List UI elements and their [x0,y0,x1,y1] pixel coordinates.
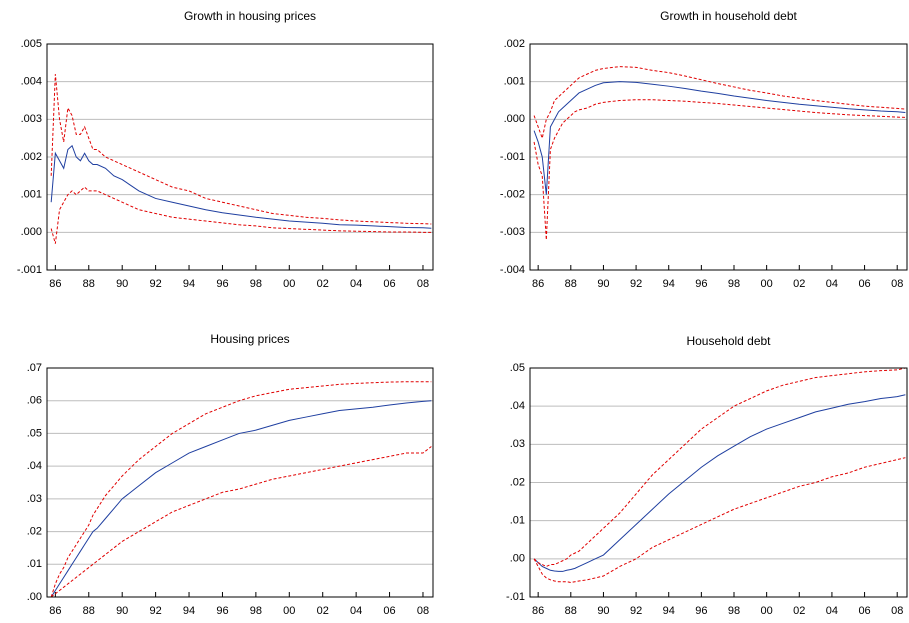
x-tick-label: 06 [858,278,870,290]
x-tick-label: 88 [565,605,577,617]
x-tick-label: 96 [216,605,228,617]
y-tick-label: .03 [510,438,525,450]
x-tick-label: 90 [597,278,609,290]
x-tick-label: 86 [532,605,544,617]
x-tick-label: 98 [728,278,740,290]
x-tick-label: 06 [383,278,395,290]
plot-frame [529,367,908,598]
y-tick-label: .001 [504,76,525,88]
y-tick-label: .001 [21,189,42,201]
x-tick-label: 88 [565,278,577,290]
x-tick-label: 92 [630,278,642,290]
y-tick-label: .04 [510,400,525,412]
y-tick-label: -.003 [500,226,525,238]
x-tick-label: 94 [663,278,675,290]
y-tick-label: .04 [27,460,42,472]
y-tick-label: -.001 [500,151,525,163]
chart-title: Housing prices [210,332,289,346]
x-tick-label: 00 [283,278,295,290]
y-tick-label: .002 [21,151,42,163]
x-tick-label: 96 [695,278,707,290]
series-line [533,66,906,140]
series-line [533,394,906,572]
series-line [533,367,906,568]
y-tick-label: .03 [27,493,42,505]
series-line [50,381,432,598]
x-tick-label: 98 [728,605,740,617]
chart-title: Growth in household debt [660,9,797,23]
x-tick-label: 94 [183,605,195,617]
series-line [50,144,432,229]
series-line [50,446,432,598]
x-tick-label: 02 [317,278,329,290]
plot-frame [46,43,434,271]
x-tick-label: 02 [793,278,805,290]
y-tick-label: .07 [27,362,42,374]
series-line [533,99,906,240]
x-tick-label: 96 [216,278,228,290]
series-line [50,186,432,244]
x-tick-label: 02 [317,605,329,617]
y-tick-label: .02 [510,476,525,488]
x-tick-label: 88 [83,278,95,290]
y-tick-label: .005 [21,38,42,50]
x-tick-label: 86 [532,278,544,290]
y-tick-label: .01 [510,515,525,527]
series-line [50,74,432,225]
y-tick-label: -.01 [506,591,525,603]
series-line [533,457,906,584]
x-tick-label: 88 [83,605,95,617]
x-tick-label: 94 [663,605,675,617]
x-tick-label: 08 [891,605,903,617]
chart-title: Household debt [686,334,771,348]
x-tick-label: 98 [250,605,262,617]
y-tick-label: -.001 [17,264,42,276]
x-tick-label: 94 [183,278,195,290]
x-tick-label: 00 [761,605,773,617]
x-tick-label: 08 [417,605,429,617]
x-tick-label: 90 [116,605,128,617]
x-tick-label: 92 [149,278,161,290]
x-tick-label: 04 [826,278,838,290]
x-tick-label: 86 [49,605,61,617]
chart-title: Growth in housing prices [184,9,316,23]
y-tick-label: .05 [510,362,525,374]
y-tick-label: .02 [27,525,42,537]
plot-frame [529,43,908,271]
series-line [533,81,906,195]
x-tick-label: 90 [597,605,609,617]
x-tick-label: 86 [49,278,61,290]
x-tick-label: 00 [283,605,295,617]
x-tick-label: 06 [858,605,870,617]
y-tick-label: .000 [504,113,525,125]
x-tick-label: 08 [891,278,903,290]
plot-frame [46,367,434,598]
y-tick-label: .00 [27,591,42,603]
series-line [50,400,432,598]
x-tick-label: 98 [250,278,262,290]
x-tick-label: 92 [630,605,642,617]
x-tick-label: 92 [149,605,161,617]
y-tick-label: .01 [27,558,42,570]
x-tick-label: 06 [383,605,395,617]
x-tick-label: 04 [826,605,838,617]
y-tick-label: .05 [27,427,42,439]
x-tick-label: 04 [350,278,362,290]
x-tick-label: 90 [116,278,128,290]
y-tick-label: .004 [21,76,42,88]
y-tick-label: .002 [504,38,525,50]
y-tick-label: .06 [27,395,42,407]
x-tick-label: 04 [350,605,362,617]
y-tick-label: .00 [510,553,525,565]
x-tick-label: 02 [793,605,805,617]
y-tick-label: .003 [21,113,42,125]
x-tick-label: 08 [417,278,429,290]
y-tick-label: -.002 [500,189,525,201]
y-tick-label: .000 [21,226,42,238]
y-tick-label: -.004 [500,264,525,276]
x-tick-label: 00 [761,278,773,290]
x-tick-label: 96 [695,605,707,617]
